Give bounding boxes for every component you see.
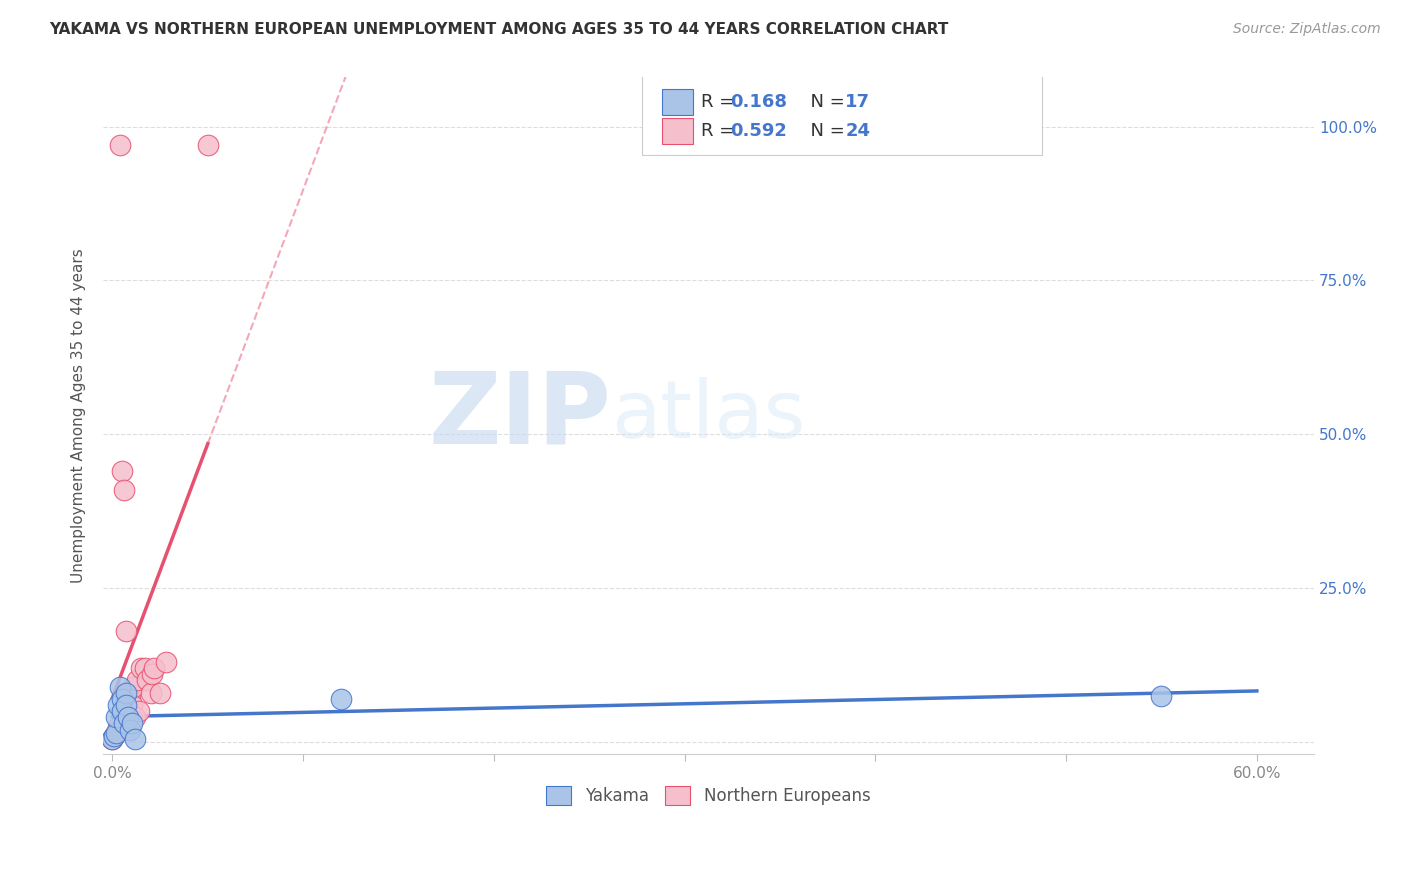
Point <box>127 673 149 688</box>
Point <box>108 680 131 694</box>
Point <box>117 710 139 724</box>
Point <box>112 716 135 731</box>
Point <box>124 710 146 724</box>
Point <box>128 704 150 718</box>
Text: YAKAMA VS NORTHERN EUROPEAN UNEMPLOYMENT AMONG AGES 35 TO 44 YEARS CORRELATION C: YAKAMA VS NORTHERN EUROPEAN UNEMPLOYMENT… <box>49 22 949 37</box>
Point <box>134 661 156 675</box>
Point <box>107 719 129 733</box>
Point <box>105 725 128 739</box>
Point <box>139 686 162 700</box>
Point <box>121 716 143 731</box>
Point <box>118 723 141 737</box>
Point <box>103 729 125 743</box>
Point <box>114 698 136 712</box>
Point <box>111 691 134 706</box>
Point <box>1150 689 1173 703</box>
Text: atlas: atlas <box>612 376 806 455</box>
Point <box>101 731 124 746</box>
Point <box>114 686 136 700</box>
FancyBboxPatch shape <box>662 118 693 144</box>
Text: N =: N = <box>800 93 851 111</box>
Point <box>108 138 131 153</box>
Text: Source: ZipAtlas.com: Source: ZipAtlas.com <box>1233 22 1381 37</box>
Text: N =: N = <box>800 122 851 140</box>
Text: 17: 17 <box>845 93 870 111</box>
Point <box>103 729 125 743</box>
Point <box>122 680 145 694</box>
Text: 0.592: 0.592 <box>730 122 787 140</box>
Point <box>105 725 128 739</box>
Point <box>105 710 128 724</box>
Text: 0.168: 0.168 <box>730 93 787 111</box>
Point <box>143 661 166 675</box>
FancyBboxPatch shape <box>643 74 1042 155</box>
Point <box>155 655 177 669</box>
Point <box>107 698 129 712</box>
Text: R =: R = <box>702 122 740 140</box>
FancyBboxPatch shape <box>662 89 693 115</box>
Point <box>121 698 143 712</box>
Text: R =: R = <box>702 93 740 111</box>
Point <box>118 691 141 706</box>
Text: ZIP: ZIP <box>429 368 612 465</box>
Point <box>141 667 163 681</box>
Point <box>117 686 139 700</box>
Point <box>135 673 157 688</box>
Point <box>129 661 152 675</box>
Point <box>124 731 146 746</box>
Point <box>101 731 124 746</box>
Point <box>149 686 172 700</box>
Point <box>330 691 353 706</box>
Point <box>111 704 134 718</box>
Point <box>112 483 135 497</box>
Y-axis label: Unemployment Among Ages 35 to 44 years: Unemployment Among Ages 35 to 44 years <box>72 249 86 583</box>
Point <box>197 138 219 153</box>
Legend: Yakama, Northern Europeans: Yakama, Northern Europeans <box>538 778 879 814</box>
Point <box>111 464 134 478</box>
Point <box>114 624 136 639</box>
Text: 24: 24 <box>845 122 870 140</box>
